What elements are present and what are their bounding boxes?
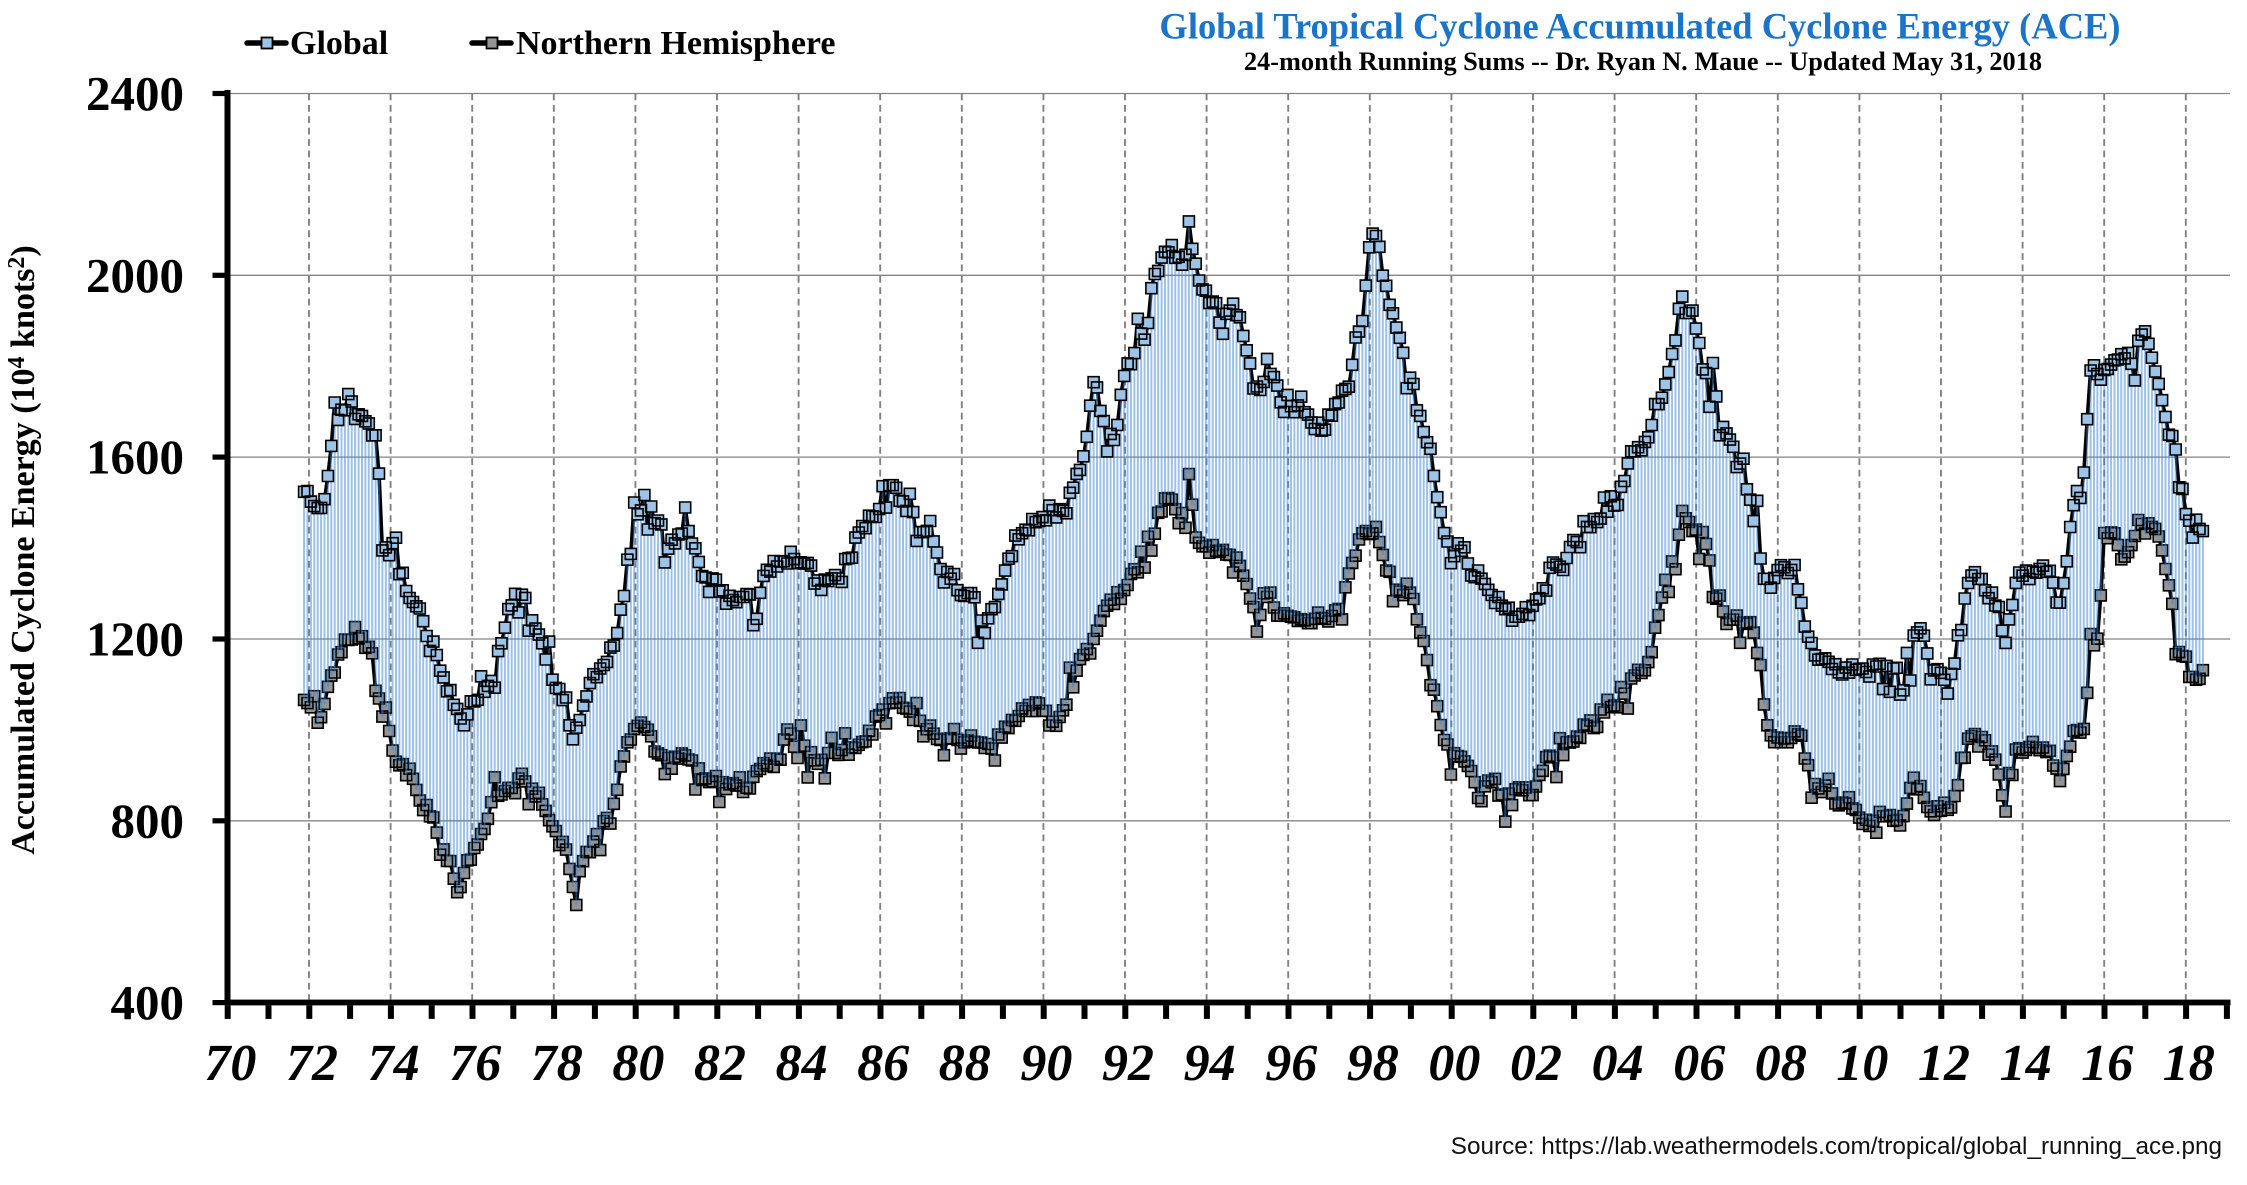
svg-text:800: 800 [111, 793, 185, 848]
svg-text:400: 400 [111, 975, 185, 1030]
svg-text:16: 16 [2081, 1035, 2133, 1092]
svg-text:10: 10 [1836, 1035, 1888, 1092]
svg-text:92: 92 [1102, 1035, 1154, 1092]
svg-text:88: 88 [939, 1035, 991, 1092]
svg-text:90: 90 [1020, 1035, 1072, 1092]
svg-text:2000: 2000 [86, 248, 184, 303]
svg-text:76: 76 [449, 1035, 501, 1092]
svg-text:1600: 1600 [86, 430, 184, 485]
svg-text:98: 98 [1347, 1035, 1399, 1092]
svg-text:78: 78 [531, 1035, 583, 1092]
svg-text:00: 00 [1428, 1035, 1480, 1092]
svg-text:70: 70 [204, 1035, 256, 1092]
svg-text:Global Tropical Cyclone Accumu: Global Tropical Cyclone Accumulated Cycl… [1159, 6, 2120, 47]
svg-text:96: 96 [1265, 1035, 1317, 1092]
svg-text:2400: 2400 [86, 66, 184, 121]
svg-text:08: 08 [1755, 1035, 1807, 1092]
svg-text:74: 74 [368, 1035, 420, 1092]
svg-text:1200: 1200 [86, 612, 184, 667]
svg-text:Accumulated Cyclone Energy (10: Accumulated Cyclone Energy (104 knots2) [4, 245, 42, 855]
svg-text:12: 12 [1918, 1035, 1970, 1092]
svg-text:Global: Global [290, 25, 388, 62]
svg-text:Source: https://lab.weathermod: Source: https://lab.weathermodels.com/tr… [1451, 1133, 2222, 1160]
svg-text:02: 02 [1510, 1035, 1562, 1092]
svg-text:94: 94 [1184, 1035, 1236, 1092]
svg-text:86: 86 [857, 1035, 909, 1092]
svg-text:82: 82 [694, 1035, 746, 1092]
svg-text:04: 04 [1592, 1035, 1644, 1092]
svg-text:06: 06 [1673, 1035, 1725, 1092]
svg-text:18: 18 [2163, 1035, 2215, 1092]
svg-text:80: 80 [612, 1035, 664, 1092]
svg-text:14: 14 [2000, 1035, 2052, 1092]
svg-text:24-month Running Sums -- Dr. R: 24-month Running Sums -- Dr. Ryan N. Mau… [1244, 47, 2042, 76]
svg-text:72: 72 [286, 1035, 338, 1092]
svg-text:Northern Hemisphere: Northern Hemisphere [516, 25, 835, 62]
svg-text:84: 84 [776, 1035, 828, 1092]
